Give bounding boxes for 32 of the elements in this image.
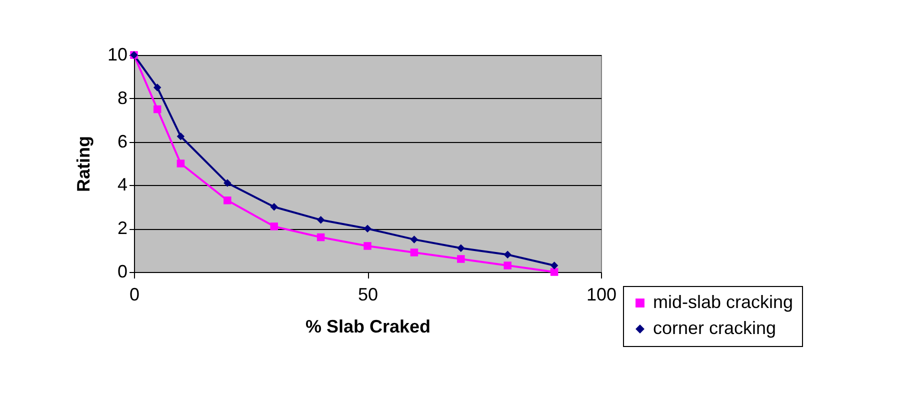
- legend-label: mid-slab cracking: [653, 292, 794, 312]
- point: [316, 216, 325, 224]
- x-tick-label: 50: [358, 284, 378, 304]
- y-tick-label: 4: [117, 174, 128, 195]
- y-tick-label: 10: [107, 44, 128, 64]
- point: [176, 132, 185, 140]
- point: [457, 244, 465, 252]
- y-tick-label: 2: [117, 218, 128, 238]
- y-tick-label: 0: [117, 262, 128, 282]
- point: [550, 268, 558, 276]
- point: [410, 236, 418, 244]
- point: [457, 255, 465, 263]
- point: [316, 233, 325, 242]
- y-tick-label: 8: [117, 88, 128, 108]
- point: [550, 262, 558, 270]
- legend-label: corner cracking: [653, 318, 776, 338]
- x-tick-label: 100: [586, 284, 617, 304]
- point: [270, 203, 278, 211]
- y-axis-title: Rating: [73, 136, 94, 192]
- point: [364, 242, 372, 250]
- point: [153, 84, 162, 92]
- point: [224, 196, 232, 204]
- x-axis-title: % Slab Craked: [305, 316, 431, 336]
- point: [410, 248, 418, 256]
- point: [270, 222, 278, 230]
- point: [176, 160, 185, 168]
- point: [153, 105, 162, 114]
- point: [224, 179, 232, 187]
- y-tick-label: 6: [117, 131, 128, 152]
- point: [364, 224, 372, 232]
- point: [504, 250, 512, 259]
- point: [504, 262, 512, 270]
